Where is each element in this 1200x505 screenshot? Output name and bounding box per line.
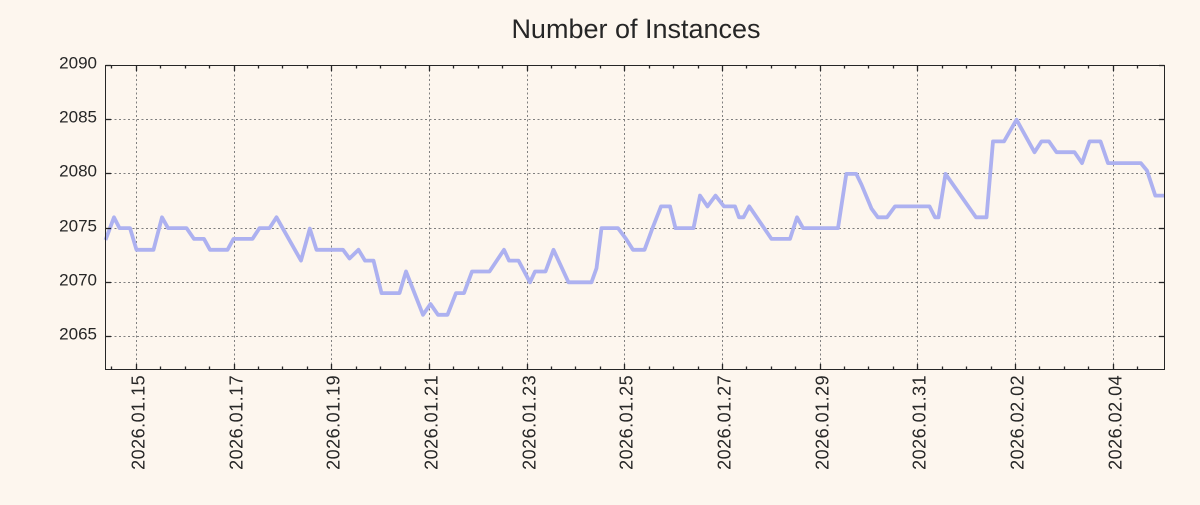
svg-text:2026.01.27: 2026.01.27 bbox=[715, 375, 735, 470]
svg-text:2026.01.29: 2026.01.29 bbox=[813, 375, 833, 470]
svg-text:2090: 2090 bbox=[59, 54, 97, 73]
svg-text:2026.02.02: 2026.02.02 bbox=[1008, 375, 1028, 470]
svg-text:2026.01.21: 2026.01.21 bbox=[422, 375, 442, 470]
svg-text:2026.01.15: 2026.01.15 bbox=[129, 375, 149, 470]
svg-text:2026.01.31: 2026.01.31 bbox=[910, 375, 930, 470]
svg-text:2080: 2080 bbox=[59, 162, 97, 181]
svg-text:2070: 2070 bbox=[59, 271, 97, 290]
svg-text:2026.01.23: 2026.01.23 bbox=[520, 375, 540, 470]
svg-text:2075: 2075 bbox=[59, 217, 97, 236]
svg-text:2026.01.19: 2026.01.19 bbox=[324, 375, 344, 470]
svg-text:2085: 2085 bbox=[59, 108, 97, 127]
svg-text:2065: 2065 bbox=[59, 325, 97, 344]
svg-text:2026.01.17: 2026.01.17 bbox=[227, 375, 247, 470]
svg-text:2026.02.04: 2026.02.04 bbox=[1106, 375, 1126, 470]
svg-text:Number of Instances: Number of Instances bbox=[511, 14, 760, 44]
svg-text:2026.01.25: 2026.01.25 bbox=[617, 375, 637, 470]
